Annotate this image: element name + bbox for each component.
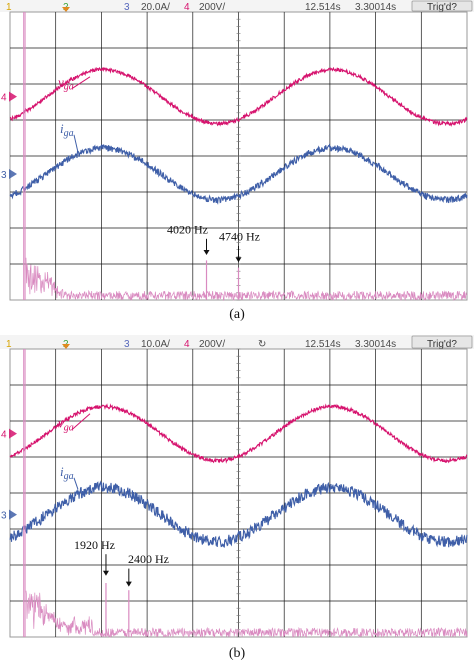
channel-1-number: 1 — [6, 339, 12, 350]
channel-marker-3: 3 — [1, 509, 17, 522]
channel-marker-label: 4 — [1, 93, 7, 104]
time-offset-readout: 3.30014s — [355, 2, 396, 13]
timebase-readout: 12.514s — [305, 2, 341, 13]
curve-label-text: vga — [58, 75, 74, 93]
channel-4-number: 4 — [184, 339, 190, 350]
time-offset-readout: 3.30014s — [355, 339, 396, 350]
curve-label-pointer — [73, 477, 79, 490]
peak-annotation-label: 1920 Hz — [74, 538, 115, 552]
curve-label-base: v — [58, 75, 64, 90]
timebase-readout: 12.514s — [305, 339, 341, 350]
curve-label-base: i — [60, 464, 64, 479]
channel-marker-label: 3 — [1, 511, 7, 522]
spectrum-noise-floor — [25, 257, 468, 302]
trigger-status-button[interactable]: Trig'd? — [411, 0, 473, 13]
curve-label-text: iga — [60, 464, 74, 482]
voltage-label: vga — [58, 75, 91, 93]
panel-caption: (a) — [229, 307, 245, 322]
channel-3-number: 3 — [124, 339, 130, 350]
peak-annotation-arrow-head — [102, 570, 109, 576]
peak-annotation-label: 4020 Hz — [167, 222, 208, 236]
scope-panel-b: 12310.0A/4200V/↻12.514s3.30014sTrig'd?43… — [0, 335, 474, 661]
channel-3-scale: 20.0A/ — [141, 2, 170, 13]
peak-annotation: 4020 Hz — [167, 222, 210, 255]
trigger-status-button[interactable]: Trig'd? — [411, 335, 473, 350]
trigger-position-marker — [62, 7, 70, 12]
peak-annotation: 1920 Hz — [74, 538, 115, 576]
waveform-voltage — [9, 403, 468, 464]
waveform-current — [9, 143, 468, 205]
channel-marker-4: 4 — [1, 428, 17, 441]
peak-annotation: 4740 Hz — [219, 230, 260, 263]
channel-marker-arrow — [9, 509, 17, 520]
curve-label-subscript: ga — [64, 128, 74, 139]
run-status-icon: ↻ — [258, 339, 266, 350]
peak-annotation-arrow-head — [203, 250, 210, 255]
peak-annotation-label: 4740 Hz — [219, 230, 260, 244]
channel-marker-arrow — [9, 91, 17, 102]
curve-label-pointer — [71, 76, 91, 90]
peak-annotation-arrow-head — [235, 257, 242, 263]
channel-marker-label: 4 — [1, 430, 7, 441]
curve-label-pointer — [71, 413, 91, 430]
channel-marker-arrow — [9, 428, 17, 439]
current-label: iga — [60, 464, 79, 490]
channel-marker-arrow — [9, 169, 17, 179]
spectrum-trace — [23, 349, 468, 639]
trigger-status-label: Trig'd? — [427, 339, 457, 350]
curve-label-pointer — [73, 134, 79, 153]
trigger-status-button-bg — [411, 335, 473, 349]
curve-label-subscript: ga — [64, 471, 74, 482]
trigger-status-button-bg — [411, 0, 473, 12]
curve-label-text: vga — [58, 416, 74, 434]
spectrum-noise-floor — [25, 590, 468, 639]
curve-label-text: iga — [60, 121, 74, 139]
spectrum-trace — [23, 12, 468, 302]
channel-4-number: 4 — [184, 2, 190, 13]
peak-annotation-arrow-head — [125, 581, 132, 587]
voltage-label: vga — [58, 413, 91, 434]
trigger-position-marker — [62, 344, 70, 349]
curve-label-subscript: ga — [64, 423, 74, 434]
channel-3-number: 3 — [124, 2, 130, 13]
panel-caption: (b) — [229, 646, 246, 661]
channel-4-scale: 200V/ — [199, 2, 225, 13]
waveform-voltage — [9, 66, 468, 128]
peak-annotation-label: 2400 Hz — [128, 552, 169, 566]
channel-1-number: 1 — [6, 2, 12, 13]
scope-panel-a: 12320.0A/4200V/12.514s3.30014sTrig'd?43v… — [0, 0, 474, 322]
status-bar-bg — [0, 335, 474, 349]
channel-4-scale: 200V/ — [199, 339, 225, 350]
peak-annotation: 2400 Hz — [125, 552, 169, 587]
curve-label-subscript: ga — [64, 82, 74, 93]
curve-label-base: v — [58, 416, 64, 431]
trigger-status-label: Trig'd? — [427, 2, 457, 13]
grid — [10, 348, 467, 638]
channel-3-scale: 10.0A/ — [141, 339, 170, 350]
channel-marker-label: 3 — [1, 170, 7, 181]
curve-label-base: i — [60, 121, 64, 136]
channel-marker-3: 3 — [1, 169, 17, 181]
channel-marker-4: 4 — [1, 91, 17, 104]
current-label: iga — [60, 121, 79, 153]
waveform-current — [9, 480, 468, 548]
status-bar-bg — [0, 0, 474, 12]
